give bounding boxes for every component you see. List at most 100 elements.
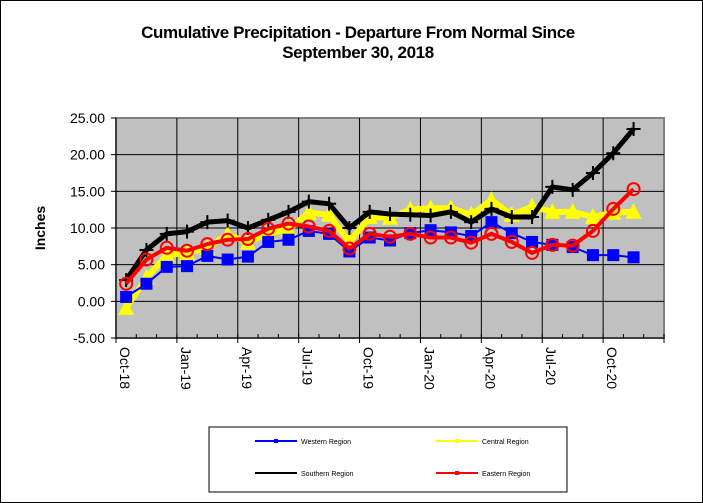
data-point [565,238,580,253]
legend-box [208,426,568,493]
data-point [322,223,337,238]
data-point [625,202,642,219]
data-point [261,212,276,227]
y-tick-label: -5.00 [73,330,105,346]
data-point [159,240,174,255]
data-point [606,146,621,161]
legend-marker [455,471,459,475]
data-point [301,219,316,234]
data-point [200,215,215,230]
data-point [180,243,195,258]
data-point [321,205,338,222]
data-point [220,232,235,247]
x-tick-label: Oct-18 [117,347,133,389]
data-point [585,166,600,180]
legend-label: Central Region [482,439,529,446]
y-axis-label: Inches [32,206,48,251]
legend-marker [274,439,278,443]
data-point [585,223,600,238]
x-tick-label: Jan-19 [178,347,194,390]
data-point [484,201,499,216]
data-point [627,251,640,264]
data-point [118,298,135,315]
data-point [564,202,581,219]
data-point [120,290,133,303]
data-point [607,249,620,262]
series-southern-region [119,122,641,288]
legend-item-eastern-region: Eastern Region [436,471,530,478]
data-point [483,191,500,208]
data-point [545,237,560,252]
x-tick-label: Jan-20 [421,347,437,390]
data-point [200,237,215,252]
data-point [526,235,539,248]
data-point [301,194,316,209]
data-point [485,216,498,229]
x-tick-label: Jul-20 [543,347,559,385]
data-point [240,232,255,246]
legend-label: Eastern Region [482,471,530,478]
data-point [464,215,479,230]
data-point [160,260,173,273]
data-point [545,179,560,194]
data-point [586,249,599,262]
data-point [383,207,397,222]
chart-subtitle: September 30, 2018 [282,43,434,62]
data-point [119,276,134,291]
series-layer [118,122,642,315]
data-point [565,182,580,197]
data-point [282,233,295,246]
data-point [342,221,357,235]
data-point [180,224,195,239]
data-point [241,250,254,263]
data-point [544,202,561,219]
data-point [280,220,297,237]
legend-label: Southern Region [301,471,354,478]
data-point [484,226,499,241]
series-eastern-region [119,182,641,291]
data-point [362,226,377,241]
x-tick-labels: Oct-18 Jan-19 Apr-19 Jul-19 Oct-19 Jan-20 Apr-… [117,347,620,390]
x-tick-label: Jul-19 [300,347,316,385]
legend: Western Region Central Region Southern Reg… [208,426,568,493]
data-point [464,235,479,250]
series-line [124,187,635,286]
y-tick-label: 20.00 [70,147,105,163]
x-tick-label: Oct-19 [361,347,377,389]
y-tick-labels: -5.00 0.00 5.00 10.00 15.00 20.00 25.00 [70,110,105,346]
data-point [281,216,296,231]
data-point [139,243,154,257]
data-point [322,196,337,211]
data-point [504,210,519,224]
data-point [626,122,641,136]
data-point [423,208,438,223]
data-point [383,229,397,244]
y-tick-label: 25.00 [70,110,105,126]
data-point [220,213,235,228]
data-point [584,208,601,224]
data-point [504,234,519,249]
data-point [423,230,438,245]
legend-item-central-region: Central Region [436,439,529,446]
data-point [159,226,174,241]
data-point [239,233,256,250]
x-tick-label: Apr-20 [482,347,498,389]
y-tick-label: 15.00 [70,183,105,199]
data-point [422,199,439,216]
data-point [181,260,194,273]
data-point [139,252,154,267]
legend-item-western-region: Western Region [255,439,351,446]
data-point [201,249,214,262]
y-tick-label: 10.00 [70,220,105,236]
data-point [342,241,357,256]
data-point [443,230,458,245]
data-point [606,201,621,216]
data-point [261,221,276,236]
data-point [525,245,540,260]
data-point [362,204,377,219]
data-point [262,235,275,248]
x-tick-label: Oct-20 [604,347,620,389]
data-point [300,203,317,220]
x-tick-label: Apr-19 [239,347,255,389]
